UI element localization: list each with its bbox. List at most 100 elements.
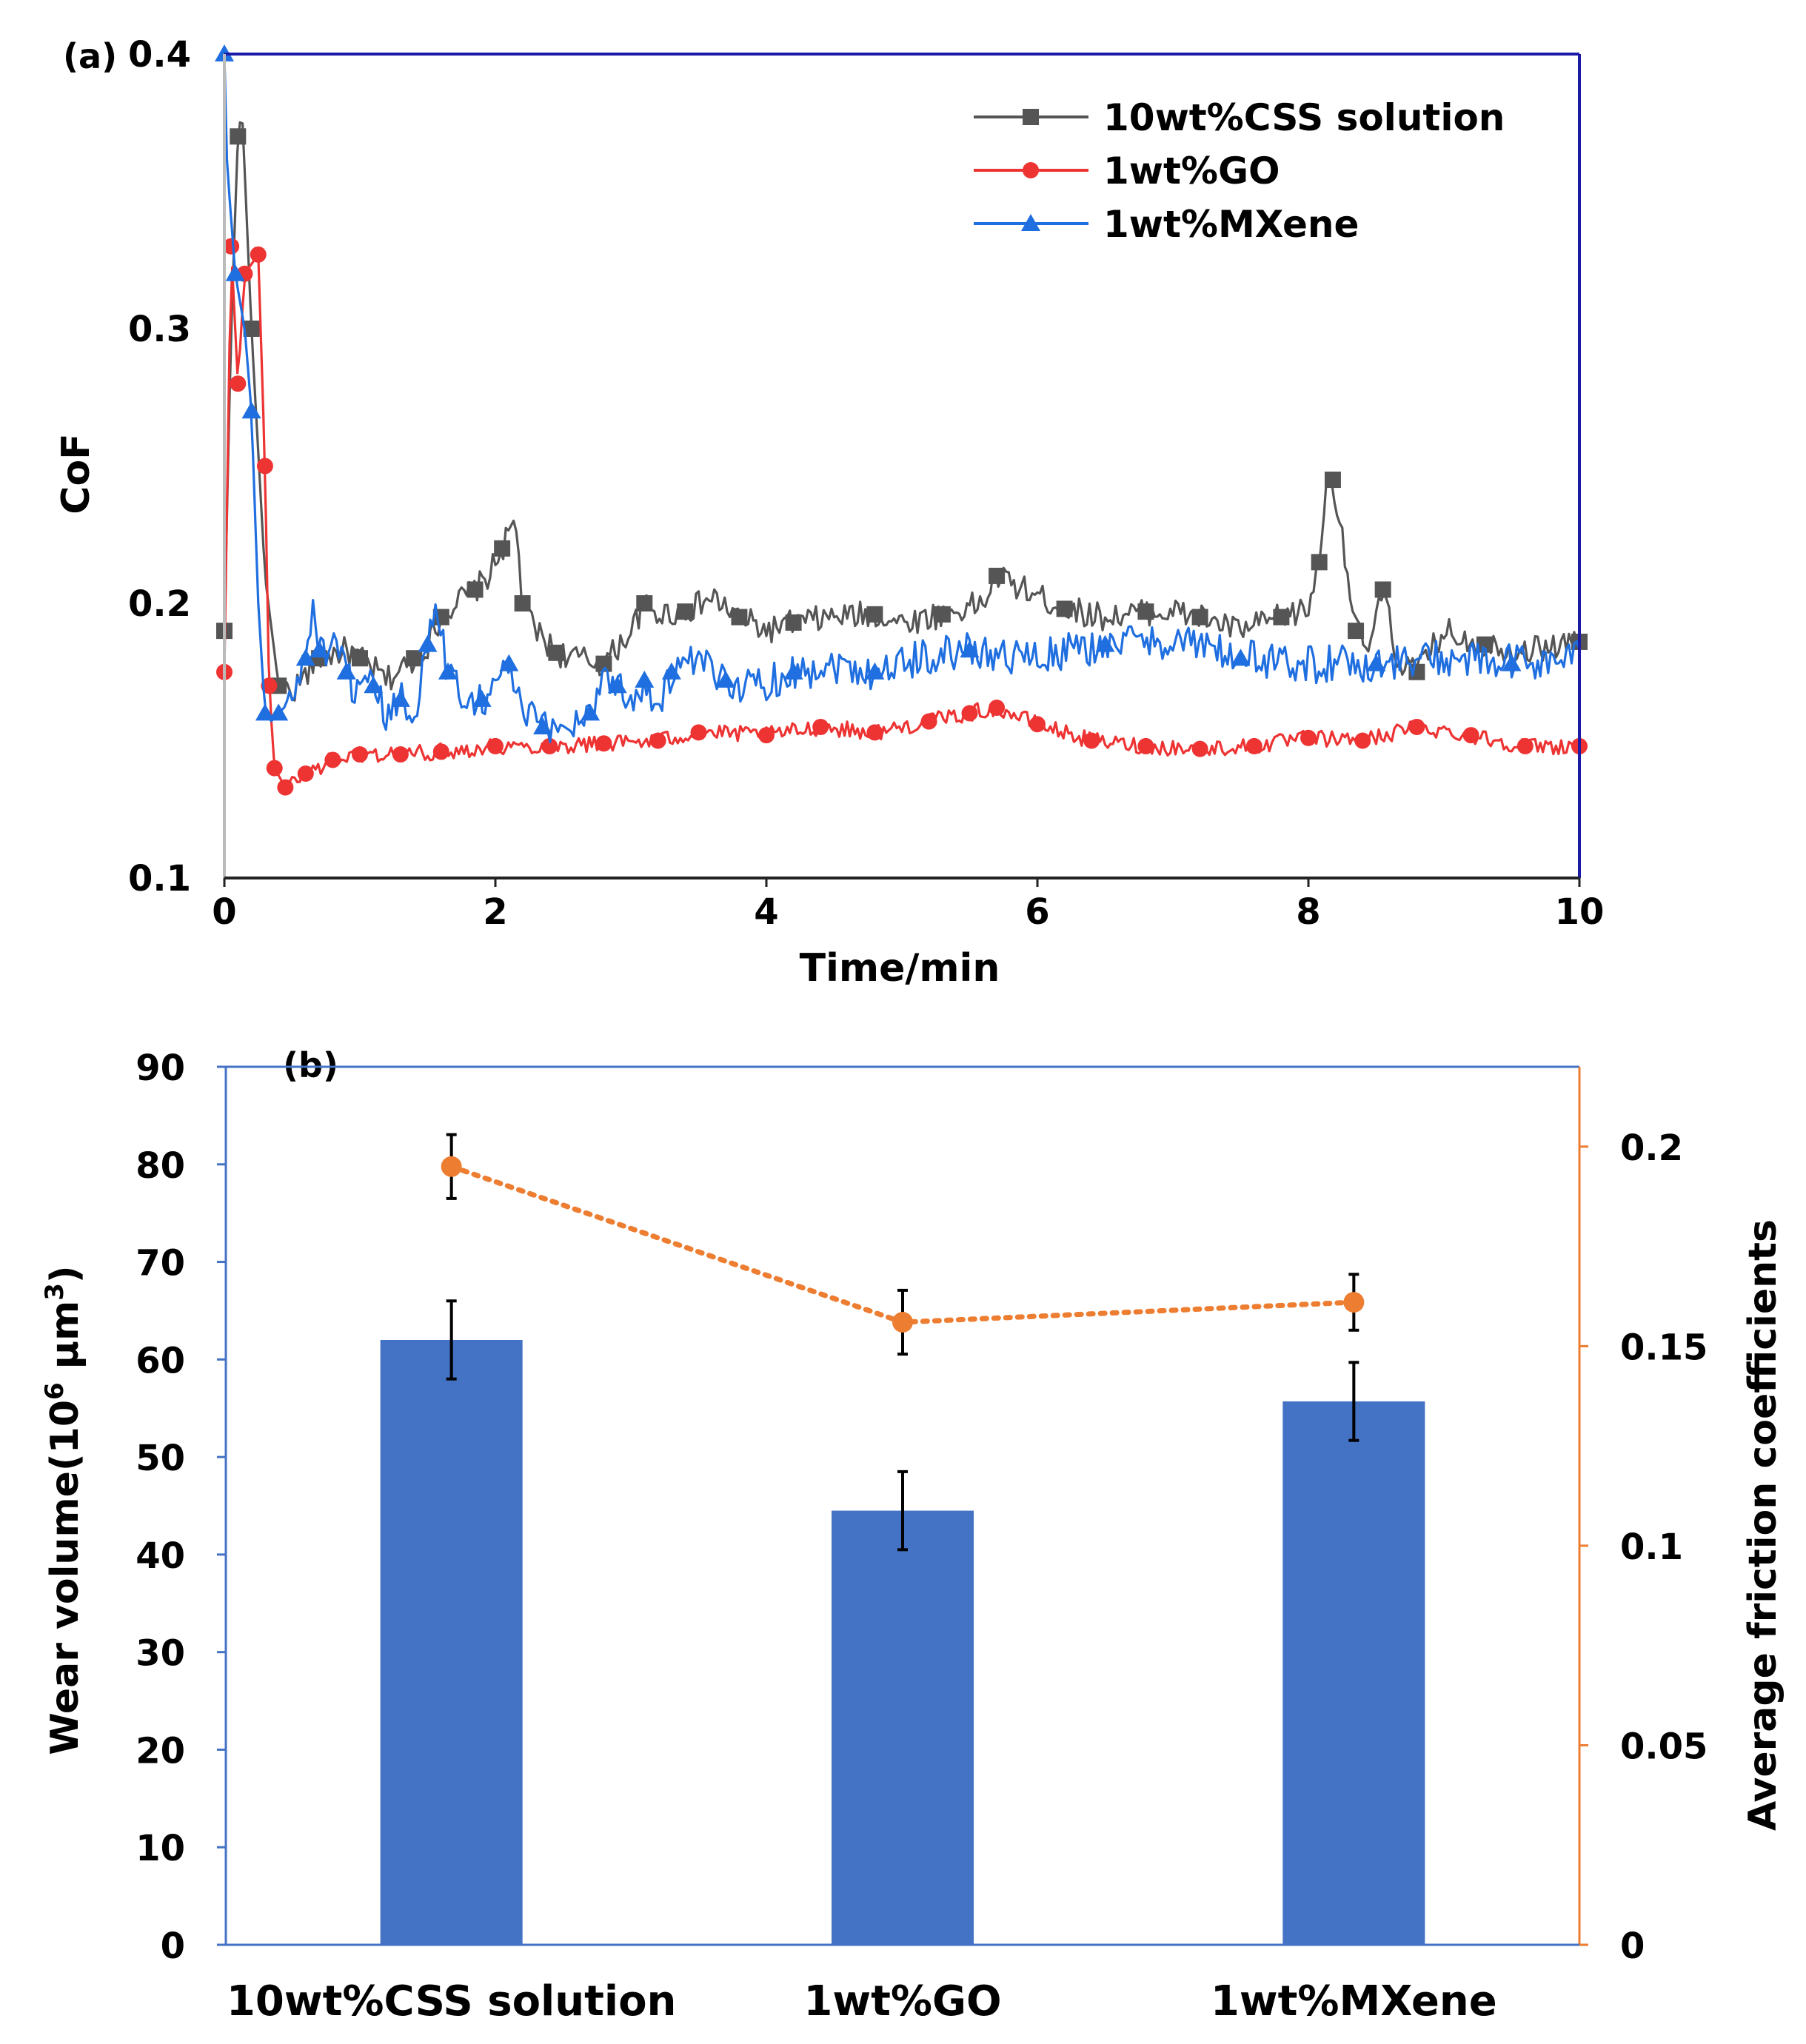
data-point	[1516, 737, 1534, 754]
category-label: 10wt%CSS solution	[227, 1977, 677, 2025]
data-point	[1408, 718, 1425, 735]
data-point	[1476, 636, 1493, 653]
data-point	[352, 746, 368, 763]
legend-marker	[1023, 162, 1039, 178]
data-point	[1354, 732, 1371, 749]
data-point	[390, 689, 410, 707]
category-label: 1wt%MXene	[1211, 1977, 1497, 2025]
panel-a-label: (a)	[63, 36, 117, 76]
data-point	[1191, 609, 1208, 626]
data-point	[225, 264, 245, 281]
data-point	[533, 717, 553, 734]
legend-entry: 1wt%GO	[1103, 150, 1280, 192]
data-point	[1137, 603, 1154, 620]
right-y-tick-label: 0.15	[1620, 1327, 1708, 1368]
x-tick-label: 0	[212, 891, 236, 933]
data-point	[1273, 609, 1290, 626]
x-tick-label: 8	[1296, 891, 1320, 933]
data-point	[595, 735, 612, 752]
data-point	[230, 128, 247, 145]
left-y-tick-label: 40	[136, 1535, 185, 1577]
data-point	[1029, 716, 1046, 733]
data-point	[1137, 737, 1154, 754]
data-point	[1245, 737, 1262, 754]
data-point	[1300, 729, 1317, 746]
data-point	[494, 540, 511, 557]
x-tick-label: 10	[1555, 891, 1605, 933]
x-tick-label: 2	[483, 891, 507, 933]
series-1wt%GO	[216, 238, 1588, 796]
data-point	[731, 609, 748, 626]
data-point	[636, 595, 653, 611]
panel-a-line-chart: (a) 0 2 4 6 8 10 0.1 0.2 0.3 0.4 Time/min CoF 10w…	[54, 34, 1604, 991]
data-point	[255, 703, 275, 721]
legend-marker	[1023, 109, 1039, 125]
legend-entry: 10wt%CSS solution	[1103, 96, 1505, 139]
series-1wt%MXene	[215, 44, 1581, 743]
data-point	[438, 662, 458, 680]
y-tick-label: 0.4	[128, 34, 191, 76]
data-point	[241, 401, 261, 419]
data-point	[961, 705, 978, 722]
y-axis-title: CoF	[54, 433, 98, 514]
data-point	[432, 743, 449, 760]
x-tick-label: 4	[754, 891, 778, 933]
x-axis-title: Time/min	[800, 946, 1000, 991]
left-y-tick-label: 80	[136, 1145, 185, 1187]
data-point	[324, 751, 341, 768]
data-point	[466, 581, 484, 598]
data-point	[866, 724, 883, 741]
data-point	[989, 699, 1006, 716]
data-point	[920, 713, 937, 730]
legend: 10wt%CSS solution 1wt%GO 1wt%MXene	[974, 96, 1505, 246]
series-line	[223, 253, 1580, 787]
data-point	[297, 765, 314, 783]
data-point	[758, 727, 775, 744]
left-y-tick-label: 20	[136, 1730, 185, 1772]
category-label: 1wt%GO	[803, 1977, 1001, 2025]
data-point	[661, 662, 681, 680]
data-point	[250, 246, 267, 263]
data-point	[256, 458, 273, 475]
y-tick-label: 0.1	[128, 858, 191, 899]
y-tick-label: 0.3	[128, 309, 191, 350]
panel-b-label: (b)	[283, 1045, 338, 1085]
data-point	[1083, 732, 1100, 749]
data-point	[392, 746, 409, 763]
friction-point	[892, 1312, 913, 1333]
left-y-tick-label: 90	[136, 1048, 185, 1089]
data-point	[595, 655, 612, 672]
friction-point	[441, 1156, 462, 1177]
data-point	[1324, 472, 1341, 489]
left-y-tick-label: 10	[136, 1828, 185, 1869]
left-y-tick-label: 30	[136, 1633, 185, 1675]
data-point	[716, 670, 736, 688]
right-y-tick-label: 0.05	[1620, 1726, 1708, 1767]
wear-bar	[832, 1510, 974, 1945]
left-y-tick-label: 50	[136, 1438, 185, 1479]
data-point	[1366, 654, 1386, 671]
data-point	[487, 737, 504, 754]
y-tick-label: 0.2	[128, 583, 191, 625]
x-tick-label: 6	[1025, 891, 1049, 933]
data-point	[223, 238, 240, 255]
data-point	[865, 662, 885, 680]
wear-bar	[380, 1339, 523, 1945]
panel-b-bar-chart: (b) 0 10 20 30 40 50 60 70 80 90 0 0.05 0.1 0.15 0.2 10…	[40, 1045, 1785, 2025]
right-y-tick-label: 0.1	[1620, 1527, 1683, 1568]
friction-point	[1343, 1292, 1365, 1313]
data-point	[406, 650, 423, 667]
data-point	[336, 662, 356, 680]
data-point	[1311, 554, 1328, 571]
data-point	[243, 321, 260, 337]
data-point	[261, 677, 278, 694]
legend-entry: 1wt%MXene	[1103, 203, 1359, 246]
data-point	[960, 640, 980, 658]
data-point	[677, 603, 694, 620]
data-point	[364, 676, 384, 694]
data-point	[277, 779, 294, 796]
data-point	[472, 689, 492, 707]
legend-marker	[1021, 214, 1040, 231]
data-point	[934, 606, 951, 623]
data-point	[269, 703, 289, 721]
